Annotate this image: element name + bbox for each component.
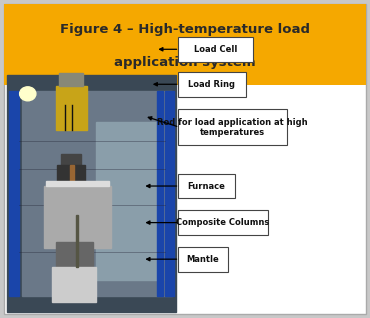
Text: Furnace: Furnace	[187, 182, 225, 190]
Bar	[52, 267, 96, 302]
FancyBboxPatch shape	[178, 210, 268, 235]
Text: Composite Columns: Composite Columns	[176, 218, 270, 227]
FancyBboxPatch shape	[4, 4, 366, 314]
FancyBboxPatch shape	[178, 37, 253, 62]
Bar	[157, 91, 163, 296]
Bar	[22, 91, 172, 296]
Text: Figure 4 – High-temperature load: Figure 4 – High-temperature load	[60, 23, 310, 36]
Bar	[9, 91, 18, 296]
Bar	[96, 122, 163, 280]
Text: Mantle: Mantle	[186, 255, 219, 264]
FancyBboxPatch shape	[178, 109, 287, 146]
Bar	[165, 91, 174, 296]
Text: Load Cell: Load Cell	[194, 45, 237, 54]
FancyBboxPatch shape	[178, 174, 235, 198]
Bar	[76, 215, 78, 267]
Text: Rod for load application at high
temperatures: Rod for load application at high tempera…	[157, 117, 307, 137]
FancyBboxPatch shape	[4, 4, 366, 85]
Bar	[61, 154, 81, 170]
FancyBboxPatch shape	[178, 72, 246, 97]
Circle shape	[20, 87, 36, 101]
Bar	[44, 186, 111, 248]
Bar	[46, 181, 109, 186]
Text: Load Ring: Load Ring	[188, 80, 235, 89]
Bar	[59, 73, 83, 86]
Text: application system: application system	[114, 56, 256, 69]
Bar	[56, 242, 92, 270]
Bar	[56, 86, 87, 130]
FancyBboxPatch shape	[178, 247, 228, 272]
Bar	[7, 75, 176, 312]
Bar	[57, 165, 85, 183]
Bar	[70, 165, 74, 216]
